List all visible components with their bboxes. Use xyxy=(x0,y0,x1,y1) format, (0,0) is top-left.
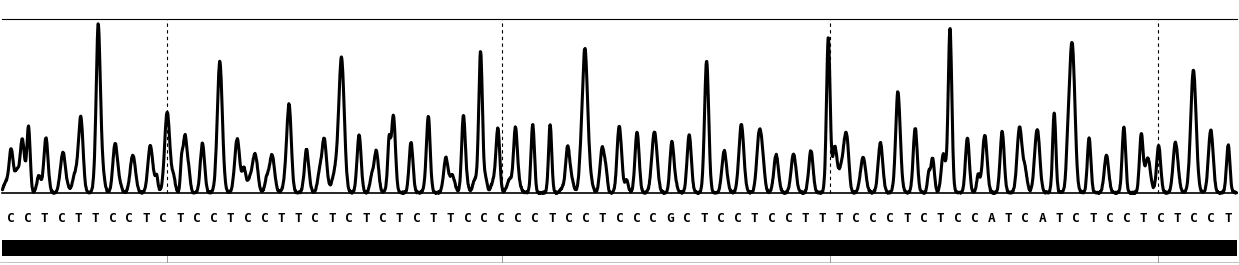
Text: C: C xyxy=(311,212,318,225)
Text: T: T xyxy=(92,212,99,225)
Text: T: T xyxy=(1140,212,1147,225)
Text: C: C xyxy=(886,212,893,225)
Text: C: C xyxy=(514,212,522,225)
Text: C: C xyxy=(7,212,15,225)
Text: A: A xyxy=(1038,212,1046,225)
Text: C: C xyxy=(379,212,387,225)
Text: T: T xyxy=(548,212,556,225)
Text: T: T xyxy=(700,212,707,225)
Bar xyxy=(2,240,1237,256)
Text: C: C xyxy=(58,212,66,225)
Text: T: T xyxy=(446,212,455,225)
Text: T: T xyxy=(1173,212,1181,225)
Text: T: T xyxy=(1005,212,1012,225)
Text: C: C xyxy=(1123,212,1130,225)
Text: T: T xyxy=(1224,212,1232,225)
Text: C: C xyxy=(633,212,641,225)
Text: T: T xyxy=(295,212,302,225)
Text: T: T xyxy=(176,212,183,225)
Text: T: T xyxy=(1089,212,1097,225)
Text: C: C xyxy=(346,212,353,225)
Text: T: T xyxy=(227,212,234,225)
Text: C: C xyxy=(1157,212,1165,225)
Text: T: T xyxy=(74,212,82,225)
Text: T: T xyxy=(430,212,437,225)
Text: T: T xyxy=(142,212,150,225)
Text: C: C xyxy=(24,212,32,225)
Text: C: C xyxy=(532,212,539,225)
Text: T: T xyxy=(396,212,404,225)
Text: T: T xyxy=(835,212,843,225)
Text: C: C xyxy=(565,212,572,225)
Text: T: T xyxy=(802,212,809,225)
Text: C: C xyxy=(193,212,201,225)
Text: C: C xyxy=(481,212,488,225)
Text: C: C xyxy=(683,212,691,225)
Text: C: C xyxy=(784,212,793,225)
Text: C: C xyxy=(717,212,725,225)
Text: C: C xyxy=(244,212,252,225)
Text: C: C xyxy=(582,212,590,225)
Text: A: A xyxy=(987,212,995,225)
Text: C: C xyxy=(260,212,269,225)
Text: C: C xyxy=(1021,212,1030,225)
Text: C: C xyxy=(1106,212,1114,225)
Text: C: C xyxy=(109,212,116,225)
Text: G: G xyxy=(667,212,674,225)
Text: C: C xyxy=(954,212,961,225)
Text: T: T xyxy=(937,212,944,225)
Text: T: T xyxy=(328,212,336,225)
Text: T: T xyxy=(1056,212,1063,225)
Text: C: C xyxy=(870,212,877,225)
Text: C: C xyxy=(970,212,979,225)
Text: C: C xyxy=(852,212,860,225)
Text: T: T xyxy=(819,212,826,225)
Text: C: C xyxy=(1207,212,1215,225)
Text: C: C xyxy=(616,212,623,225)
Text: C: C xyxy=(768,212,776,225)
Text: C: C xyxy=(921,212,928,225)
Text: C: C xyxy=(160,212,167,225)
Text: C: C xyxy=(1072,212,1079,225)
Text: C: C xyxy=(463,212,471,225)
Text: C: C xyxy=(497,212,506,225)
Text: C: C xyxy=(413,212,420,225)
Text: C: C xyxy=(1191,212,1198,225)
Text: T: T xyxy=(278,212,285,225)
Text: C: C xyxy=(733,212,742,225)
Text: C: C xyxy=(649,212,657,225)
Text: T: T xyxy=(41,212,48,225)
Text: T: T xyxy=(751,212,758,225)
Text: C: C xyxy=(125,212,133,225)
Text: T: T xyxy=(362,212,369,225)
Text: T: T xyxy=(598,212,606,225)
Text: C: C xyxy=(209,212,218,225)
Text: T: T xyxy=(903,212,911,225)
